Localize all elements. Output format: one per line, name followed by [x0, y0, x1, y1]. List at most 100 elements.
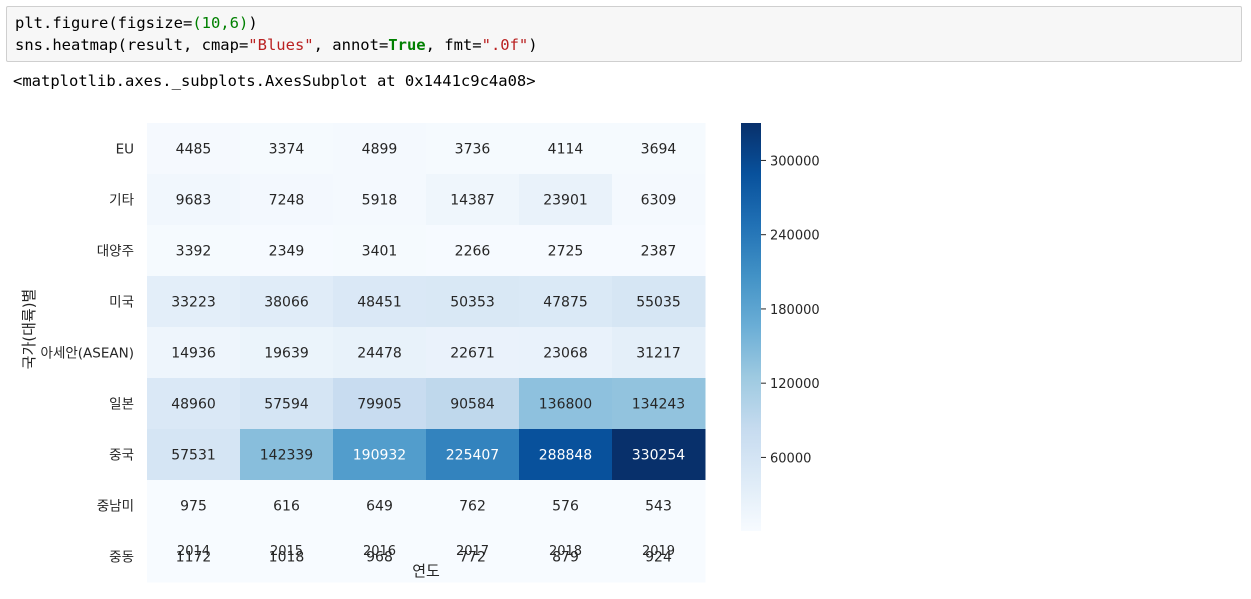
y-tick-label: 미국 — [109, 295, 134, 311]
heatmap-cell — [519, 429, 613, 481]
cell-annotation: 23901 — [543, 193, 588, 209]
y-tick-label: EU — [116, 142, 134, 158]
heatmap-cell — [333, 480, 427, 532]
cell-output-text: <matplotlib.axes._subplots.AxesSubplot a… — [13, 72, 536, 90]
cell-annotation: 136800 — [539, 397, 592, 413]
heatmap-cell — [240, 429, 334, 481]
cell-annotation: 543 — [645, 499, 672, 515]
code-token-keyword: True — [388, 36, 426, 54]
code-cell[interactable]: plt.figure(figsize=(10,6)) sns.heatmap(r… — [6, 6, 1242, 62]
heatmap-cell — [333, 174, 427, 226]
heatmap-cell — [333, 276, 427, 328]
cell-annotation: 24478 — [357, 346, 402, 362]
code-line-1: plt.figure(figsize=(10,6)) — [15, 14, 258, 32]
x-tick-label: 2014 — [177, 544, 210, 559]
y-tick-label: 기타 — [109, 193, 134, 209]
cell-annotation: 190932 — [353, 448, 406, 464]
code-token-number: (10,6) — [192, 14, 249, 32]
heatmap-cell — [147, 429, 241, 481]
heatmap-cell — [426, 276, 520, 328]
heatmap-cell — [333, 225, 427, 277]
cell-annotation: 134243 — [632, 397, 685, 413]
heatmap-cell — [240, 327, 334, 379]
cell-annotation: 924 — [645, 550, 672, 566]
cell-annotation: 79905 — [357, 397, 402, 413]
cell-annotation: 2725 — [548, 244, 584, 260]
y-tick-label: 중남미 — [97, 499, 134, 515]
heatmap-cell — [426, 327, 520, 379]
cell-annotation: 23068 — [543, 346, 588, 362]
heatmap-cell — [147, 531, 241, 583]
heatmap-cell — [240, 174, 334, 226]
cell-annotation: 47875 — [543, 295, 588, 311]
x-tick-label: 2017 — [456, 544, 489, 559]
y-tick-label: 아세안(ASEAN) — [41, 346, 134, 362]
heatmap-cell — [426, 531, 520, 583]
cell-annotation: 1172 — [176, 550, 212, 566]
heatmap-annotations: 4485 3374 4899 3736 4114 3694 9683 7248 5918 1438… — [171, 142, 685, 566]
cell-annotation: 968 — [366, 550, 393, 566]
colorbar-tick-label: 300000 — [770, 154, 820, 169]
heatmap-cell — [426, 429, 520, 481]
heatmap-cell — [612, 174, 706, 226]
cell-annotation: 3694 — [641, 142, 677, 158]
cell-annotation: 2266 — [455, 244, 491, 260]
cell-annotation: 90584 — [450, 397, 495, 413]
code-token: , fmt= — [425, 36, 482, 54]
heatmap-cells — [147, 123, 706, 583]
heatmap-cell — [240, 480, 334, 532]
cell-annotation: 1018 — [269, 550, 305, 566]
heatmap-cell — [147, 225, 241, 277]
heatmap-cell — [240, 378, 334, 430]
y-tick-label: 대양주 — [97, 244, 134, 260]
heatmap-cell — [240, 225, 334, 277]
cell-annotation: 7248 — [269, 193, 305, 209]
cell-annotation: 14387 — [450, 193, 495, 209]
cell-annotation: 38066 — [264, 295, 309, 311]
heatmap-cell — [519, 531, 613, 583]
code-line-2: sns.heatmap(result, cmap="Blues", annot=… — [15, 36, 538, 54]
heatmap-cell — [333, 123, 427, 175]
heatmap-cell — [519, 480, 613, 532]
heatmap-cell — [147, 378, 241, 430]
colorbar-tick-label: 60000 — [770, 451, 811, 466]
cell-annotation: 762 — [459, 499, 486, 515]
heatmap-cell — [612, 327, 706, 379]
cell-annotation: 330254 — [632, 448, 686, 464]
colorbar-tick-label: 120000 — [770, 377, 820, 392]
heatmap-cell — [333, 531, 427, 583]
x-tick-label: 2015 — [270, 544, 303, 559]
x-axis-label: 연도 — [412, 562, 440, 580]
cell-annotation: 50353 — [450, 295, 495, 311]
heatmap-cell — [519, 276, 613, 328]
cell-annotation: 5918 — [362, 193, 398, 209]
cell-annotation: 142339 — [260, 448, 313, 464]
cell-annotation: 2387 — [641, 244, 677, 260]
colorbar-tick-label: 180000 — [770, 303, 820, 318]
code-token-string: ".0f" — [481, 36, 529, 54]
cell-annotation: 31217 — [636, 346, 681, 362]
cell-annotation: 6309 — [641, 193, 677, 209]
heatmap-cell — [240, 531, 334, 583]
cell-annotation: 3736 — [455, 142, 491, 158]
x-tick-label: 2019 — [642, 544, 675, 559]
cell-annotation: 3374 — [269, 142, 305, 158]
cell-annotation: 4114 — [548, 142, 584, 158]
colorbar-tick-label: 240000 — [770, 229, 820, 244]
cell-annotation: 33223 — [171, 295, 216, 311]
y-tick-label: 중동 — [109, 550, 134, 566]
cell-annotation: 14936 — [171, 346, 216, 362]
heatmap-cell — [612, 225, 706, 277]
cell-annotation: 288848 — [539, 448, 592, 464]
code-token: sns.heatmap(result, cmap= — [15, 36, 249, 54]
heatmap-cell — [333, 378, 427, 430]
heatmap-cell — [519, 174, 613, 226]
heatmap-cell — [147, 480, 241, 532]
heatmap-cell — [612, 480, 706, 532]
cell-annotation: 616 — [273, 499, 300, 515]
cell-annotation: 22671 — [450, 346, 495, 362]
heatmap-cell — [519, 225, 613, 277]
heatmap-cell — [519, 378, 613, 430]
code-token: ) — [248, 14, 258, 32]
